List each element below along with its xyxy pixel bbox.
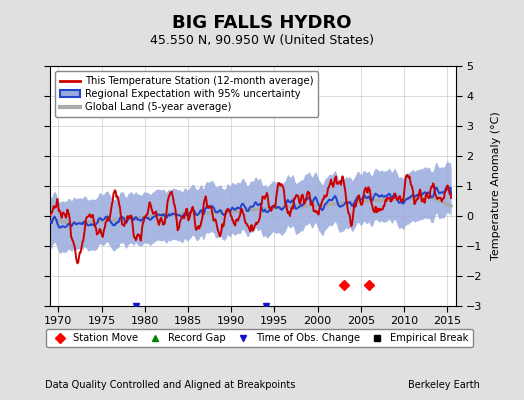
Y-axis label: Temperature Anomaly (°C): Temperature Anomaly (°C)	[491, 112, 501, 260]
Text: 45.550 N, 90.950 W (United States): 45.550 N, 90.950 W (United States)	[150, 34, 374, 47]
Legend: Station Move, Record Gap, Time of Obs. Change, Empirical Break: Station Move, Record Gap, Time of Obs. C…	[46, 329, 473, 347]
Legend: This Temperature Station (12-month average), Regional Expectation with 95% uncer: This Temperature Station (12-month avera…	[55, 71, 318, 117]
Text: BIG FALLS HYDRO: BIG FALLS HYDRO	[172, 14, 352, 32]
Text: Berkeley Earth: Berkeley Earth	[408, 380, 479, 390]
Text: Data Quality Controlled and Aligned at Breakpoints: Data Quality Controlled and Aligned at B…	[45, 380, 295, 390]
